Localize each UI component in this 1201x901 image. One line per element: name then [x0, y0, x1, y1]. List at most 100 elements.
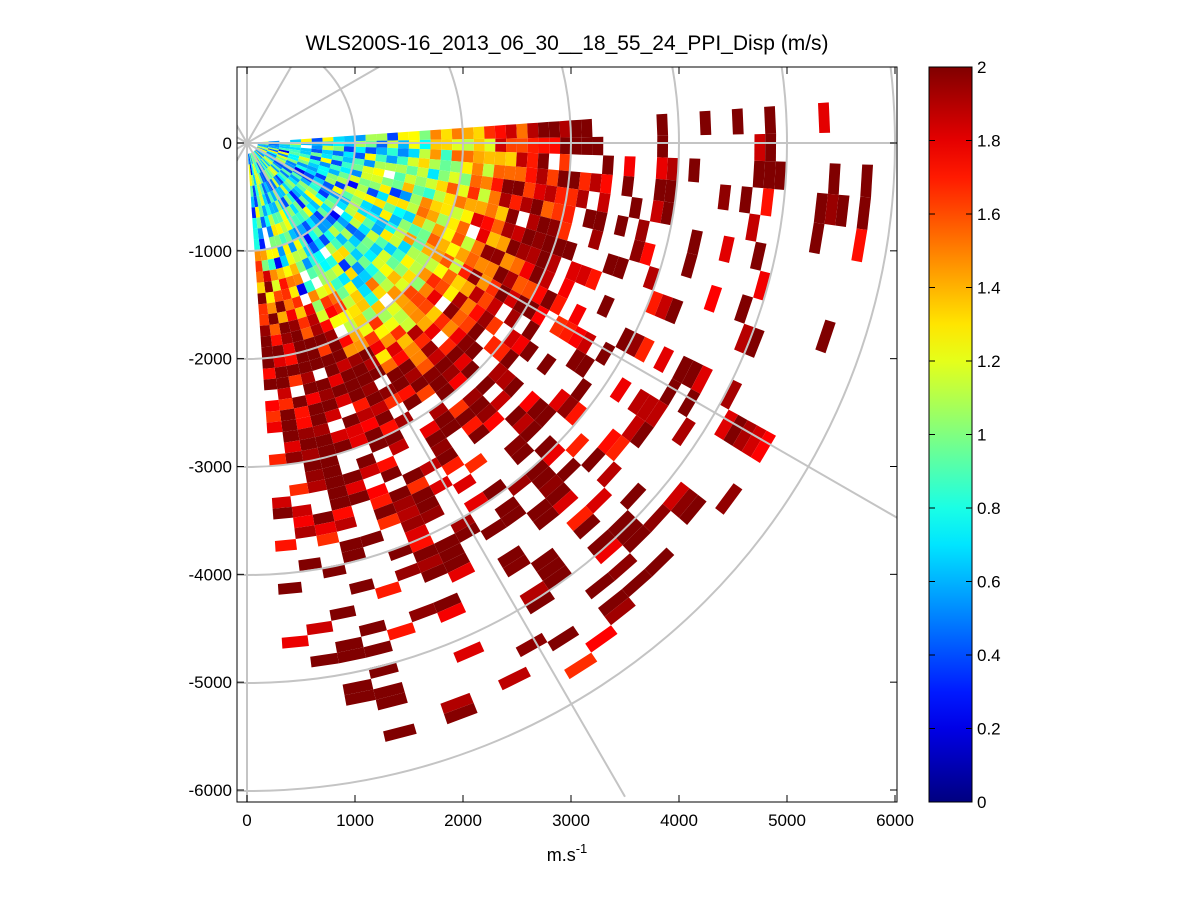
ppi-cell — [429, 149, 442, 160]
ppi-cell — [307, 402, 325, 417]
ppi-cell — [636, 394, 660, 422]
ppi-cell — [279, 145, 290, 149]
ppi-cell — [295, 198, 306, 210]
ppi-cell — [331, 250, 345, 264]
ppi-cell — [426, 289, 443, 306]
ppi-cell — [291, 295, 304, 309]
y-tick-label: -3000 — [189, 458, 232, 477]
ppi-cell — [609, 377, 632, 403]
ppi-cell — [453, 195, 468, 210]
ppi-cell — [456, 334, 476, 353]
ppi-cell — [406, 202, 420, 215]
ppi-cell — [391, 349, 410, 367]
ppi-cell — [425, 429, 447, 448]
ppi-cell — [292, 238, 303, 251]
ppi-cell — [344, 377, 362, 393]
ppi-cell — [567, 171, 581, 190]
ppi-cell — [247, 153, 250, 165]
ppi-cell — [419, 420, 441, 439]
ppi-cell — [437, 602, 467, 623]
ppi-cell — [309, 214, 321, 226]
ppi-cell — [329, 495, 352, 511]
ppi-cell — [538, 474, 564, 499]
ppi-cell — [265, 152, 277, 159]
ppi-cell — [371, 256, 386, 271]
ppi-cell — [383, 428, 405, 446]
ppi-cell — [281, 288, 292, 301]
ppi-cell — [389, 187, 402, 199]
ppi-cell — [306, 620, 334, 636]
ppi-cell — [386, 270, 402, 286]
ppi-cell — [305, 168, 317, 177]
ppi-cell — [289, 482, 309, 497]
ppi-cell — [297, 316, 311, 330]
ppi-cell — [358, 619, 387, 637]
ppi-cell — [383, 316, 400, 333]
ppi-cell — [499, 252, 516, 271]
ppi-cell — [462, 387, 483, 408]
ppi-cell — [429, 475, 453, 496]
ppi-cell — [421, 563, 448, 583]
ppi-cell — [530, 305, 550, 326]
ppi-cell — [494, 124, 507, 139]
ppi-cell — [290, 139, 301, 143]
ppi-cell — [295, 416, 313, 430]
ppi-cell — [556, 457, 582, 483]
ppi-cell — [557, 170, 570, 188]
ppi-cell — [494, 496, 520, 519]
ppi-cell — [373, 502, 397, 521]
ppi-cell — [558, 320, 578, 343]
ppi-cell — [327, 373, 345, 388]
grid-azimuth-spoke — [246, 142, 897, 519]
ppi-cell — [262, 357, 275, 369]
ppi-cell — [428, 159, 441, 170]
ppi-cell — [856, 196, 871, 230]
ppi-cell — [514, 166, 527, 182]
ppi-cell — [476, 273, 493, 292]
ppi-cell — [275, 300, 286, 313]
ppi-cell — [307, 161, 320, 169]
ppi-cell — [341, 295, 356, 310]
ppi-cell — [272, 506, 294, 520]
ppi-cell — [425, 209, 440, 224]
ppi-cell — [305, 202, 317, 214]
ppi-cell — [277, 186, 286, 197]
ppi-cell — [253, 150, 262, 160]
ppi-cell — [360, 416, 380, 433]
ppi-cell — [337, 647, 366, 664]
ppi-cell — [326, 172, 339, 181]
ppi-cell — [285, 308, 298, 322]
ppi-cell — [392, 494, 416, 513]
ppi-cell — [288, 319, 301, 333]
ppi-cell — [649, 200, 665, 224]
ppi-cell — [387, 132, 399, 141]
ppi-cell — [349, 432, 369, 449]
ppi-cell — [450, 231, 466, 247]
grid-azimuth-spoke — [246, 142, 626, 798]
ppi-cell — [447, 561, 476, 583]
ppi-cell — [282, 243, 292, 256]
ppi-cell — [511, 275, 529, 295]
ppi-cell — [565, 261, 582, 282]
ppi-cell — [321, 149, 334, 155]
ppi-cell — [357, 223, 371, 236]
ppi-cell — [672, 355, 694, 384]
ppi-cell — [717, 184, 732, 211]
ppi-cell — [388, 485, 412, 503]
ppi-cell — [291, 250, 302, 263]
ppi-cell — [765, 133, 777, 162]
ppi-cell — [598, 589, 629, 617]
ppi-cell — [293, 405, 311, 420]
ppi-cell — [339, 536, 364, 553]
ppi-cell — [460, 235, 476, 252]
ppi-cell — [654, 294, 674, 320]
ppi-cell — [417, 298, 435, 316]
ppi-cell — [419, 457, 442, 477]
ppi-cell — [255, 162, 261, 173]
ppi-cell — [491, 342, 511, 363]
ppi-cell — [515, 242, 532, 261]
ppi-cell — [259, 172, 266, 183]
ppi-cell — [644, 290, 664, 316]
ppi-cell — [361, 306, 377, 322]
ppi-cell — [291, 504, 313, 518]
